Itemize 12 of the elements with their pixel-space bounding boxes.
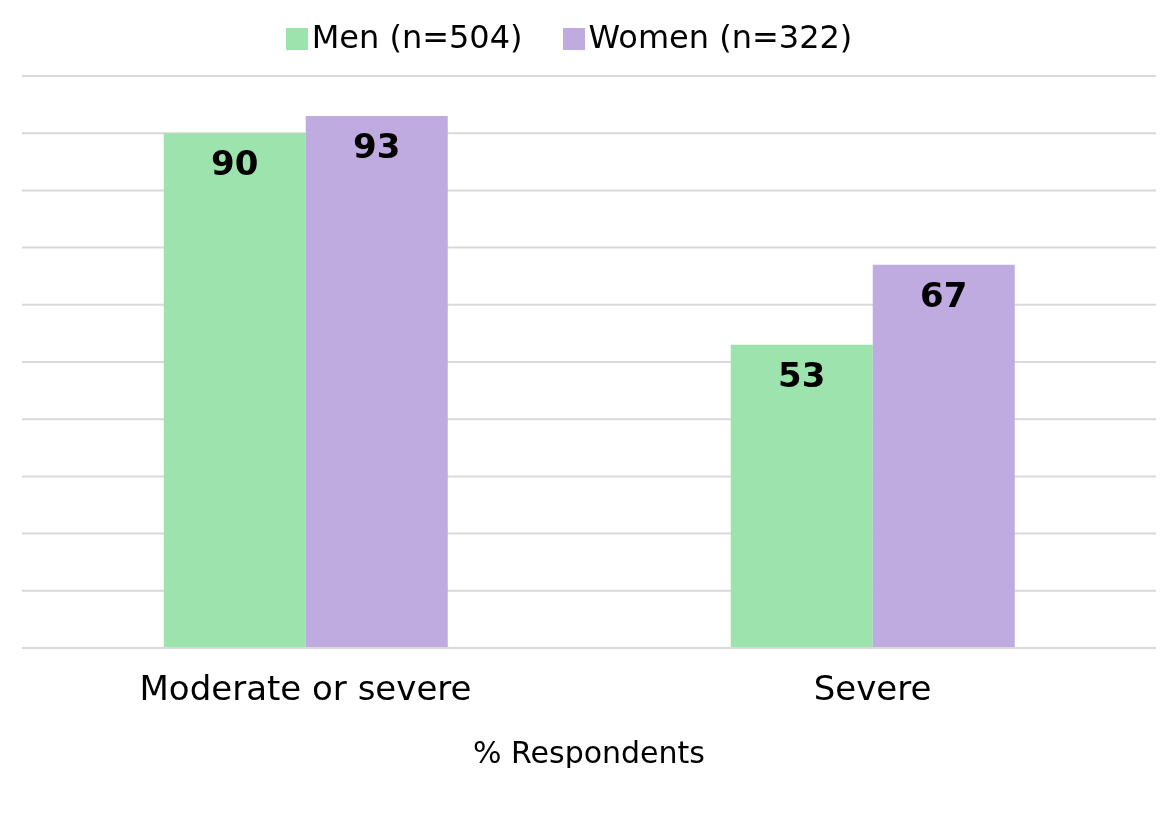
bar bbox=[872, 264, 1015, 648]
bar bbox=[163, 133, 306, 648]
legend-label: Women (n=322) bbox=[588, 18, 853, 56]
legend-label: Men (n=504) bbox=[311, 18, 523, 56]
x-tick-label: Severe bbox=[813, 668, 932, 709]
data-label: 93 bbox=[353, 126, 401, 167]
bar bbox=[730, 344, 873, 648]
data-label: 67 bbox=[920, 274, 968, 315]
bar bbox=[305, 116, 448, 648]
data-label: 53 bbox=[778, 354, 826, 395]
data-label: 90 bbox=[211, 143, 259, 184]
x-tick-label: Moderate or severe bbox=[139, 668, 472, 709]
